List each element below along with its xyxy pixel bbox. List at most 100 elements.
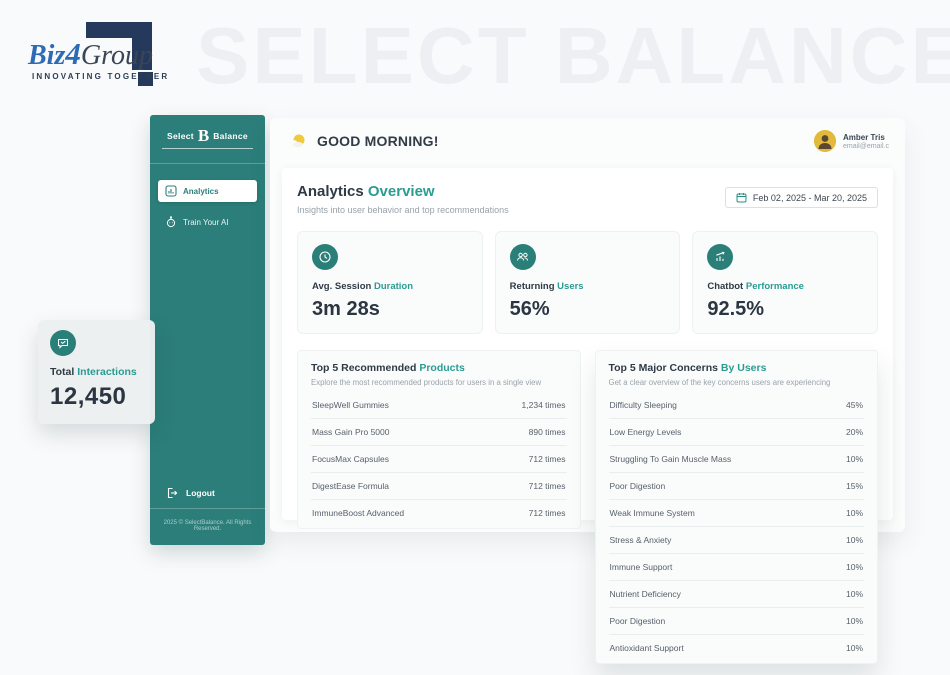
overview-header: Analytics Overview Insights into user be…	[297, 183, 878, 215]
user-chip[interactable]: Amber Tris email@email.c	[813, 130, 889, 152]
sidebar-divider	[150, 163, 265, 164]
table-row: Immune Support 10%	[608, 554, 864, 581]
row-value: 10%	[845, 643, 863, 653]
bar-chart-icon	[165, 185, 177, 197]
row-label: Stress & Anxiety	[609, 535, 672, 545]
stat-value: 56%	[509, 298, 550, 320]
row-label: DigestEase Formula	[312, 481, 390, 491]
row-value: 15%	[845, 481, 863, 491]
row-value: 45%	[845, 400, 863, 410]
main-header: GOOD MORNING! Amber Tris email@email.c	[270, 118, 905, 162]
stat-cards: Avg. Session Duration 3m 28s Returning U…	[297, 231, 879, 334]
stat-card-returning-users: Returning Users 56%	[494, 231, 681, 334]
table-row: Weak Immune System 10%	[608, 500, 864, 527]
panel-title: Top 5 Recommended Products	[311, 362, 465, 374]
sidebar-logo-right: Balance	[213, 131, 248, 141]
table-row: FocusMax Capsules 712 times	[311, 446, 567, 473]
row-label: Poor Digestion	[609, 616, 666, 626]
concerns-list: Difficulty Sleeping 45% Low Energy Levels 2…	[608, 392, 865, 661]
analytics-overview-card: Analytics Overview Insights into user be…	[282, 168, 893, 664]
ai-robot-icon	[165, 216, 177, 228]
row-value: 712 times	[528, 508, 566, 518]
total-interactions-card: Total Interactions 12,450	[38, 320, 155, 424]
user-name: Amber Tris	[842, 132, 885, 142]
table-row: DigestEase Formula 712 times	[311, 473, 567, 500]
logout-button[interactable]: Logout	[166, 487, 215, 499]
row-value: 712 times	[528, 454, 566, 464]
table-row: SleepWell Gummies 1,234 times	[311, 392, 567, 419]
row-label: Mass Gain Pro 5000	[312, 427, 390, 437]
brand-name: Biz4Group	[28, 36, 153, 71]
table-row: Nutrient Deficiency 10%	[608, 581, 864, 608]
row-value: 10%	[845, 616, 863, 626]
main-panel: GOOD MORNING! Amber Tris email@email.c	[270, 118, 905, 664]
row-label: Difficulty Sleeping	[609, 400, 677, 410]
table-row: Stress & Anxiety 10%	[608, 527, 864, 554]
sidebar-item-analytics[interactable]: Analytics	[158, 180, 257, 202]
sidebar: Select B Balance Analytics	[150, 115, 265, 545]
chat-icon	[50, 330, 76, 356]
date-range-value: Feb 02, 2025 - Mar 20, 2025	[752, 192, 867, 203]
panel-subtitle: Explore the most recommended products fo…	[311, 378, 542, 387]
sidebar-menu: Analytics Train Your AI	[158, 180, 257, 233]
greeting-text: GOOD MORNING!	[317, 133, 439, 149]
calendar-icon	[736, 192, 747, 203]
users-icon	[509, 244, 536, 270]
total-interactions-value: 12,450	[50, 383, 127, 410]
clock-icon	[312, 244, 338, 270]
sun-cloud-icon	[286, 133, 308, 149]
row-label: ImmuneBoost Advanced	[312, 508, 405, 518]
date-range-picker[interactable]: Feb 02, 2025 - Mar 20, 2025	[724, 187, 878, 208]
stat-value: 3m 28s	[312, 298, 380, 320]
row-label: Low Energy Levels	[609, 427, 682, 437]
sidebar-item-train-your-ai[interactable]: Train Your AI	[158, 211, 257, 233]
table-row: Mass Gain Pro 5000 890 times	[311, 419, 567, 446]
stat-card-session-duration: Avg. Session Duration 3m 28s	[297, 231, 483, 334]
table-row: Difficulty Sleeping 45%	[608, 392, 864, 419]
brand-monogram: B	[197, 126, 210, 145]
logout-icon	[166, 487, 178, 499]
top-products-panel: Top 5 Recommended Products Explore the m…	[297, 350, 581, 529]
table-row: Low Energy Levels 20%	[608, 419, 864, 446]
stat-card-chatbot-performance: Chatbot Performance 92.5%	[692, 231, 879, 334]
row-label: Struggling To Gain Muscle Mass	[609, 454, 732, 464]
page-subtitle: Insights into user behavior and top reco…	[297, 205, 509, 215]
row-label: Poor Digestion	[609, 481, 666, 491]
sidebar-logo: Select B Balance	[162, 126, 253, 149]
lists-row: Top 5 Recommended Products Explore the m…	[297, 350, 878, 664]
watermark-text: SELECT BALANCE	[196, 11, 950, 100]
row-value: 890 times	[528, 427, 566, 437]
row-value: 10%	[845, 508, 863, 518]
sidebar-logo-left: Select	[167, 131, 194, 141]
logo-square-block	[138, 72, 153, 86]
sidebar-copyright: 2025 © SelectBalance. All Rights Reserve…	[163, 520, 252, 532]
row-value: 1,234 times	[521, 400, 566, 410]
logo-square-mark	[86, 22, 152, 70]
biz4group-logo: Biz4Group INNOVATING TOGETHER	[20, 14, 200, 94]
user-email: email@email.c	[842, 142, 889, 150]
row-label: SleepWell Gummies	[312, 400, 389, 410]
table-row: Antioxidant Support 10%	[609, 635, 865, 661]
sidebar-item-label: Analytics	[183, 186, 219, 196]
table-row: Struggling To Gain Muscle Mass 10%	[608, 446, 864, 473]
row-value: 712 times	[528, 481, 566, 491]
row-label: Nutrient Deficiency	[609, 589, 681, 599]
table-row: ImmuneBoost Advanced 712 times	[311, 500, 567, 526]
row-value: 10%	[845, 589, 863, 599]
table-row: Poor Digestion 15%	[608, 473, 864, 500]
top-concerns-panel: Top 5 Major Concerns By Users Get a clea…	[594, 350, 878, 664]
row-label: Weak Immune System	[609, 508, 695, 518]
page-title: Analytics Overview	[297, 183, 435, 200]
avatar	[813, 130, 836, 152]
table-row: Poor Digestion 10%	[608, 608, 864, 635]
row-value: 10%	[845, 535, 863, 545]
products-list: SleepWell Gummies 1,234 times Mass Gain Pr…	[311, 392, 567, 526]
sidebar-bottom-divider	[150, 508, 265, 509]
logout-label: Logout	[186, 488, 215, 498]
greeting: GOOD MORNING!	[286, 133, 439, 149]
row-value: 20%	[845, 427, 863, 437]
panel-subtitle: Get a clear overview of the key concerns…	[608, 378, 831, 387]
chart-icon	[707, 244, 734, 270]
row-label: Antioxidant Support	[609, 643, 684, 653]
